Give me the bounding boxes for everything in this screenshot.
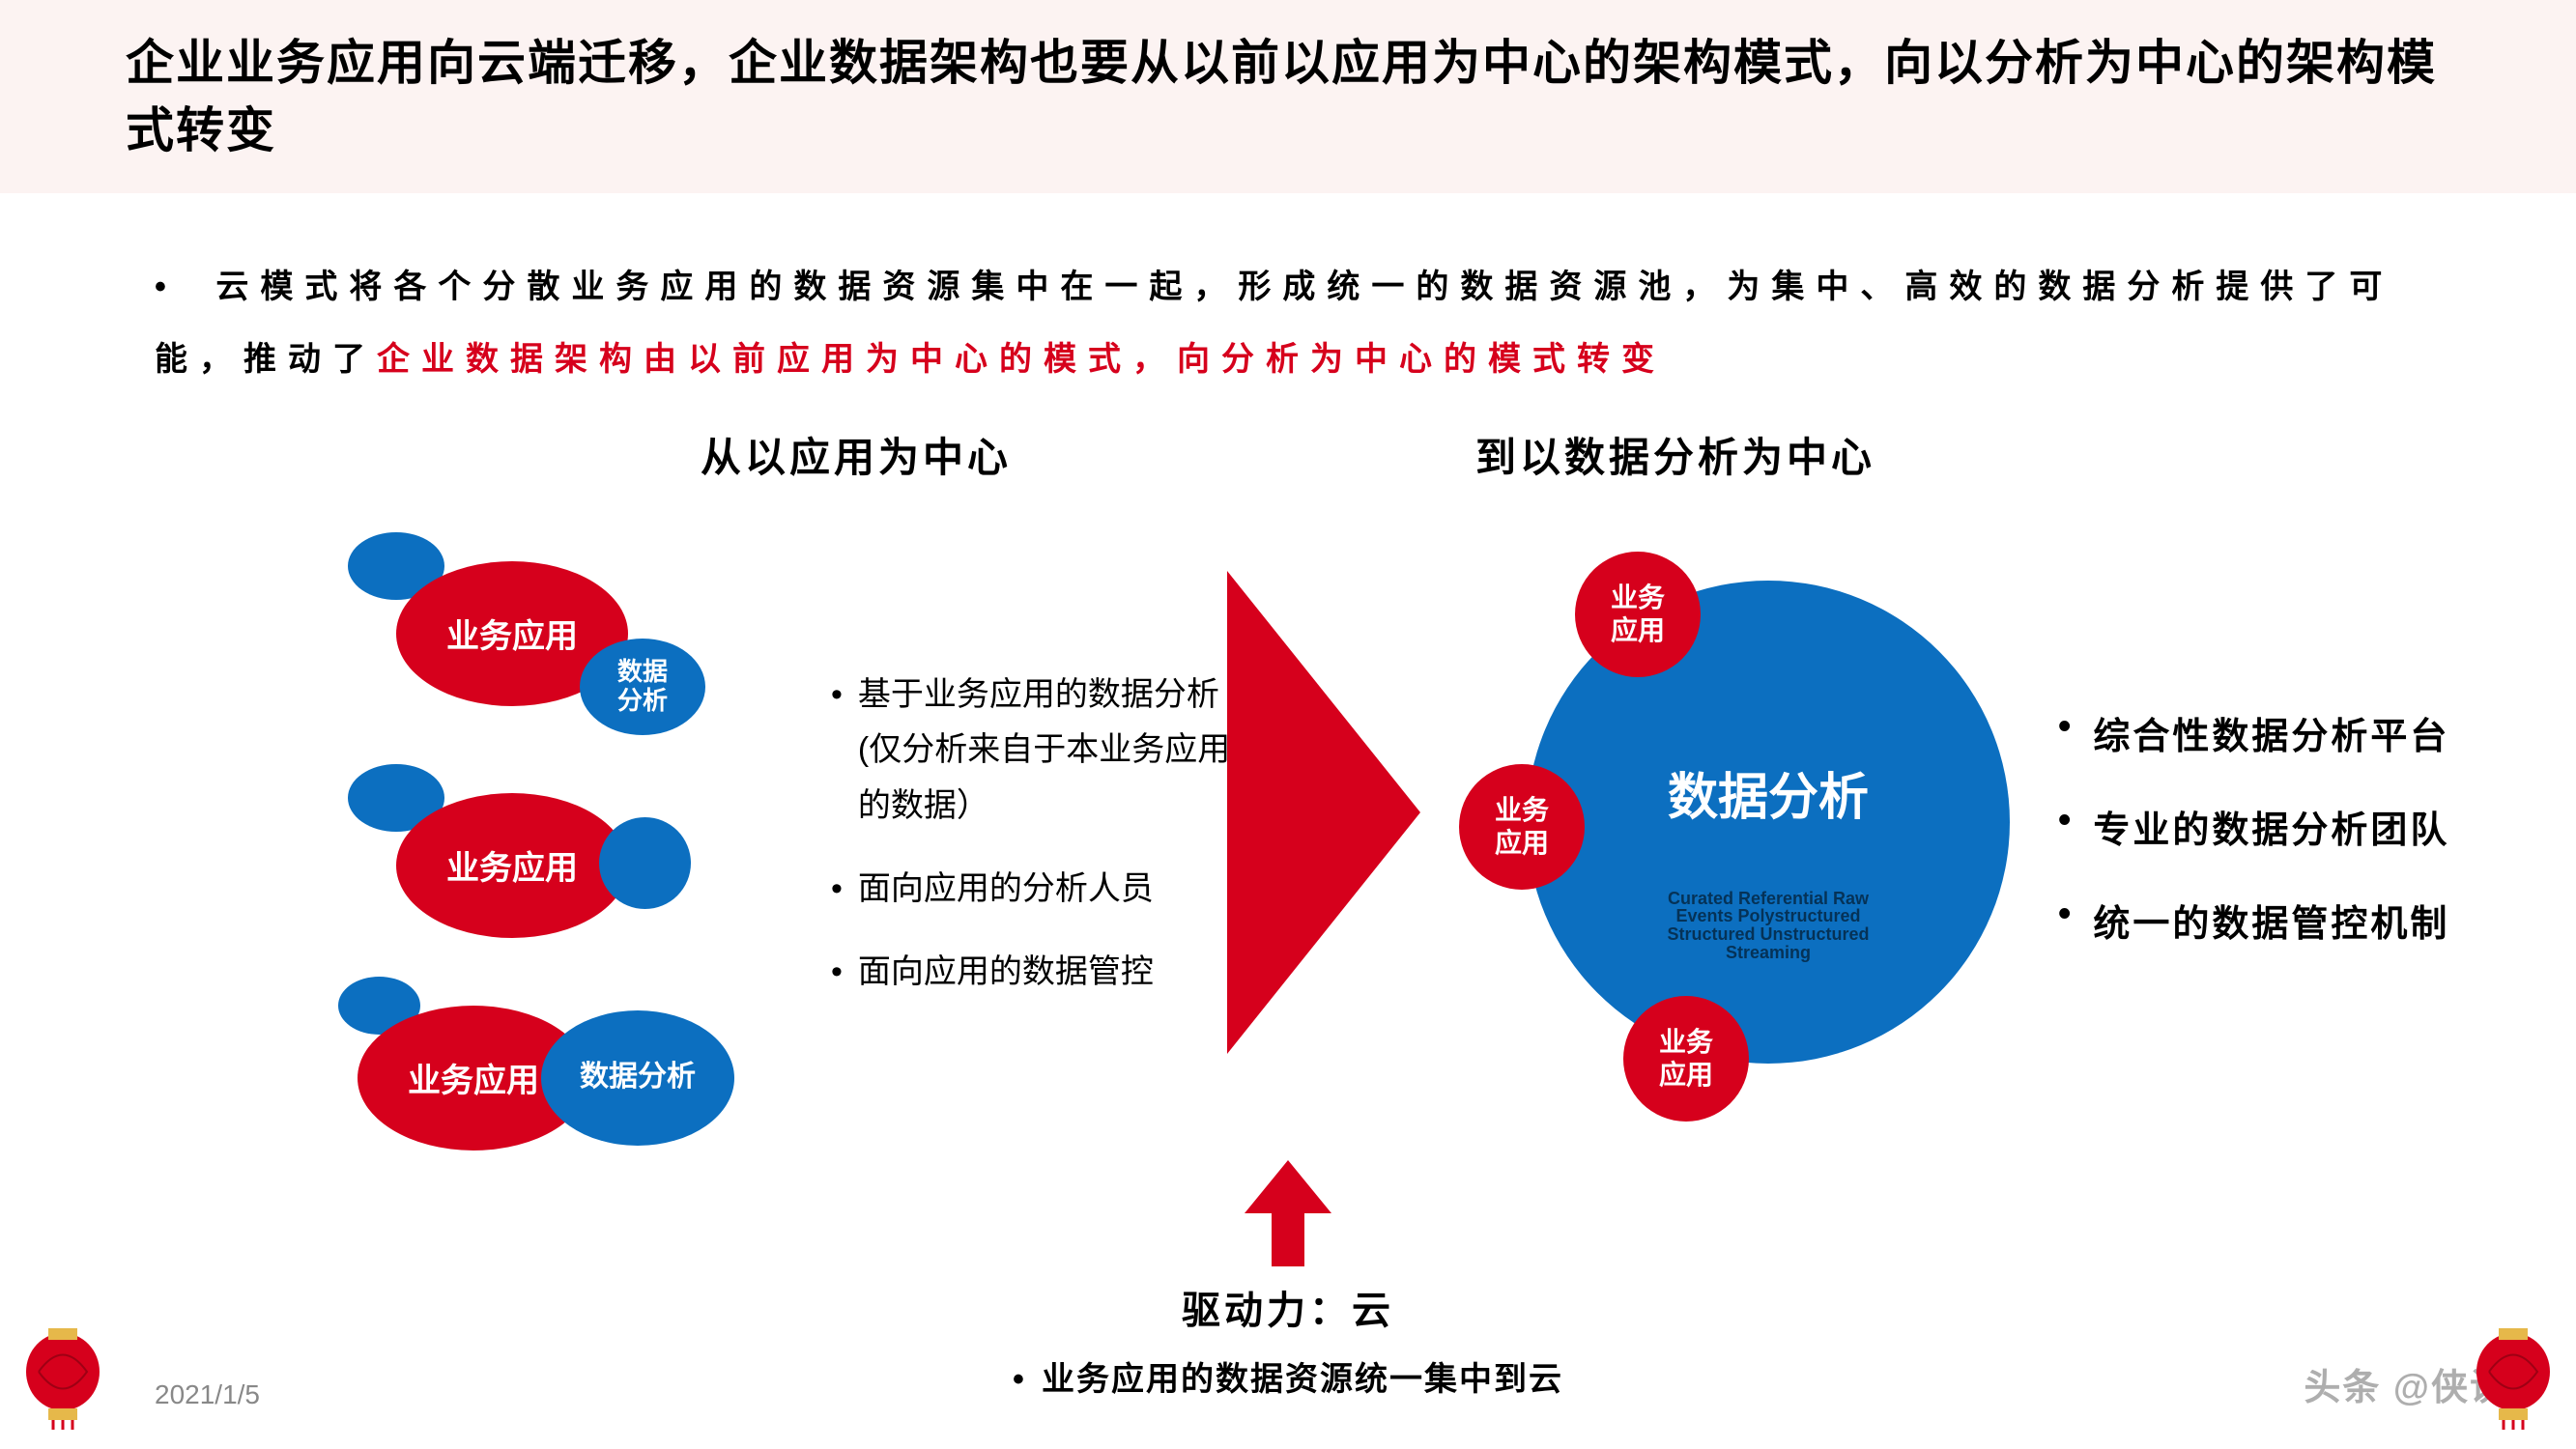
left-bullet-2: 面向应用的分析人员 [831, 862, 1237, 918]
right-bullet-2: 专业的数据分析团队 [2058, 800, 2449, 853]
left-bullet-3: 面向应用的数据管控 [831, 945, 1237, 1001]
right-bullet-list: 综合性数据分析平台 专业的数据分析团队 统一的数据管控机制 [2058, 706, 2449, 987]
left-bullet-list: 基于业务应用的数据分析(仅分析来自于本业务应用的数据） 面向应用的分析人员 面向… [831, 668, 1237, 1028]
driver-section: 驱动力：云 业务应用的数据资源统一集中到云 [0, 1160, 2576, 1400]
intro-red: 企业数据架构由以前应用为中心的模式，向分析为中心的模式转变 [377, 341, 1666, 378]
lantern-right-icon [2470, 1323, 2557, 1430]
right-col-heading: 到以数据分析为中心 [1475, 425, 1875, 484]
left-col-heading: 从以应用为中心 [701, 425, 1012, 484]
right-bullet-3-text: 统一的数据管控机制 [2093, 894, 2449, 947]
diagram-area: 业务应用 数据 分析 业务应用 业务应用 数据分析 基于业务应用的数据分析(仅分… [0, 484, 2576, 1237]
driver-title: 驱动力：云 [0, 1279, 2576, 1335]
intro-wrap: 云模式将各个分散业务应用的数据资源集中在一起，形成统一的数据资源池，为集中、高效… [0, 193, 2576, 396]
cluster3-sat: 数据分析 [541, 1010, 734, 1146]
page-title: 企业业务应用向云端迁移，企业数据架构也要从以前以应用为中心的架构模式，向以分析为… [126, 29, 2450, 164]
left-bullet-1-text: 基于业务应用的数据分析(仅分析来自于本业务应用的数据） [858, 668, 1237, 835]
left-bullet-3-text: 面向应用的数据管控 [858, 945, 1154, 1001]
cluster-2: 业务应用 [338, 764, 667, 957]
cluster2-blue-dot-b [599, 817, 691, 909]
cluster-3: 业务应用 数据分析 [319, 977, 725, 1170]
lantern-left-icon [19, 1323, 106, 1430]
right-sat-3: 业务 应用 [1623, 996, 1749, 1122]
up-arrow-icon [1245, 1160, 1331, 1266]
right-bullet-3: 统一的数据管控机制 [2058, 894, 2449, 947]
cluster-1: 业务应用 数据 分析 [338, 532, 667, 745]
left-bullet-1: 基于业务应用的数据分析(仅分析来自于本业务应用的数据） [831, 668, 1237, 835]
footer-date: 2021/1/5 [155, 1379, 260, 1410]
right-sat-2: 业务 应用 [1459, 764, 1585, 890]
right-center-label: 数据分析 [1668, 756, 1869, 829]
left-bullet-2-text: 面向应用的分析人员 [858, 862, 1154, 918]
right-bullet-2-text: 专业的数据分析团队 [2093, 800, 2449, 853]
right-bullet-1-text: 综合性数据分析平台 [2093, 706, 2449, 759]
header-band: 企业业务应用向云端迁移，企业数据架构也要从以前以应用为中心的架构模式，向以分析为… [0, 0, 2576, 193]
driver-subtitle: 业务应用的数据资源统一集中到云 [0, 1352, 2576, 1400]
cluster2-main: 业务应用 [396, 793, 628, 938]
intro-paragraph: 云模式将各个分散业务应用的数据资源集中在一起，形成统一的数据资源池，为集中、高效… [155, 251, 2421, 396]
right-sat-1: 业务 应用 [1575, 552, 1701, 677]
wordcloud: Curated Referential Raw Events Polystruc… [1652, 890, 1884, 963]
column-headings: 从以应用为中心 到以数据分析为中心 [0, 425, 2576, 484]
cluster1-sat: 数据 分析 [580, 639, 705, 735]
transition-arrow [1227, 571, 1430, 1059]
right-bullet-1: 综合性数据分析平台 [2058, 706, 2449, 759]
